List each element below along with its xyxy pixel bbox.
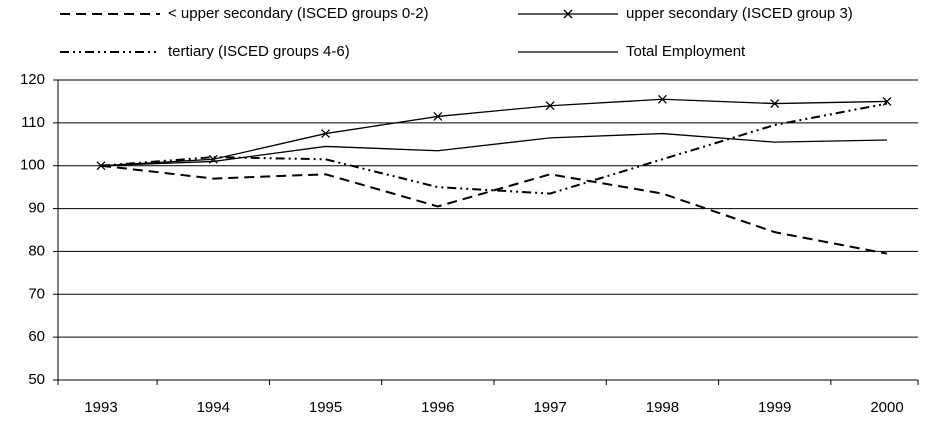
x-tick-label: 1993 xyxy=(84,399,117,416)
legend-label: Total Employment xyxy=(626,43,746,60)
x-tick-label: 1996 xyxy=(421,399,454,416)
legend-label: upper secondary (ISCED group 3) xyxy=(626,5,853,22)
data-point xyxy=(545,101,555,111)
data-point xyxy=(433,111,443,121)
series-line xyxy=(100,164,888,255)
data-point xyxy=(321,129,331,139)
y-tick-label: 90 xyxy=(28,200,45,217)
y-tick-label: 100 xyxy=(20,157,45,174)
x-tick-label: 1999 xyxy=(758,399,791,416)
series-line xyxy=(100,132,888,167)
data-point xyxy=(882,96,892,106)
data-point xyxy=(770,99,780,109)
data-point xyxy=(657,94,667,104)
series-line xyxy=(100,102,888,195)
y-tick-label: 70 xyxy=(28,285,45,302)
x-tick-label: 1997 xyxy=(533,399,566,416)
y-tick-label: 80 xyxy=(28,242,45,259)
legend-label: < upper secondary (ISCED groups 0-2) xyxy=(168,5,429,22)
y-tick-label: 50 xyxy=(28,371,45,388)
x-tick-label: 2000 xyxy=(870,399,903,416)
x-tick-label: 1995 xyxy=(309,399,342,416)
legend-label: tertiary (ISCED groups 4-6) xyxy=(168,43,350,60)
series-line xyxy=(100,98,888,167)
x-tick-label: 1998 xyxy=(646,399,679,416)
y-tick-label: 120 xyxy=(20,71,45,88)
legend-marker xyxy=(563,9,573,19)
x-tick-label: 1994 xyxy=(197,399,230,416)
y-tick-label: 60 xyxy=(28,328,45,345)
y-tick-label: 110 xyxy=(21,114,45,131)
